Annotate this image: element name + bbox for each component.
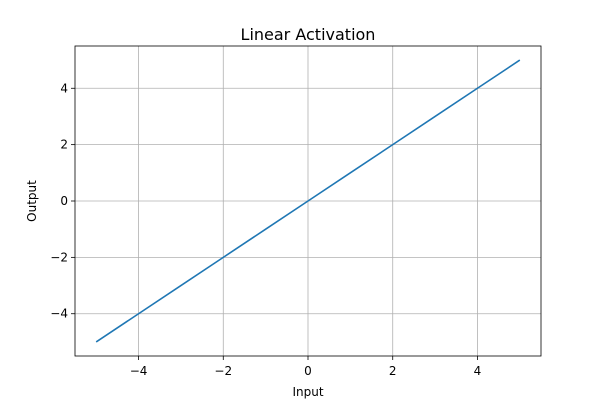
series-layer xyxy=(95,59,521,343)
y-tick-label: 2 xyxy=(60,138,68,152)
x-axis-label: Input xyxy=(292,385,323,399)
y-axis-ticks: −4 −2 0 2 4 xyxy=(50,81,75,321)
y-tick-label: −4 xyxy=(50,307,68,321)
y-tick-label: 4 xyxy=(60,81,68,95)
series-line-0 xyxy=(95,59,521,343)
grid xyxy=(75,46,541,356)
x-tick-label: 4 xyxy=(474,364,482,378)
x-tick-label: 2 xyxy=(389,364,397,378)
x-axis-ticks: −4 −2 0 2 4 xyxy=(130,356,482,378)
x-tick-label: 0 xyxy=(304,364,312,378)
y-axis-label: Output xyxy=(25,180,39,222)
chart-title: Linear Activation xyxy=(241,25,376,44)
y-tick-label: 0 xyxy=(60,194,68,208)
y-tick-label: −2 xyxy=(50,250,68,264)
x-tick-label: −2 xyxy=(214,364,232,378)
x-tick-label: −4 xyxy=(130,364,148,378)
